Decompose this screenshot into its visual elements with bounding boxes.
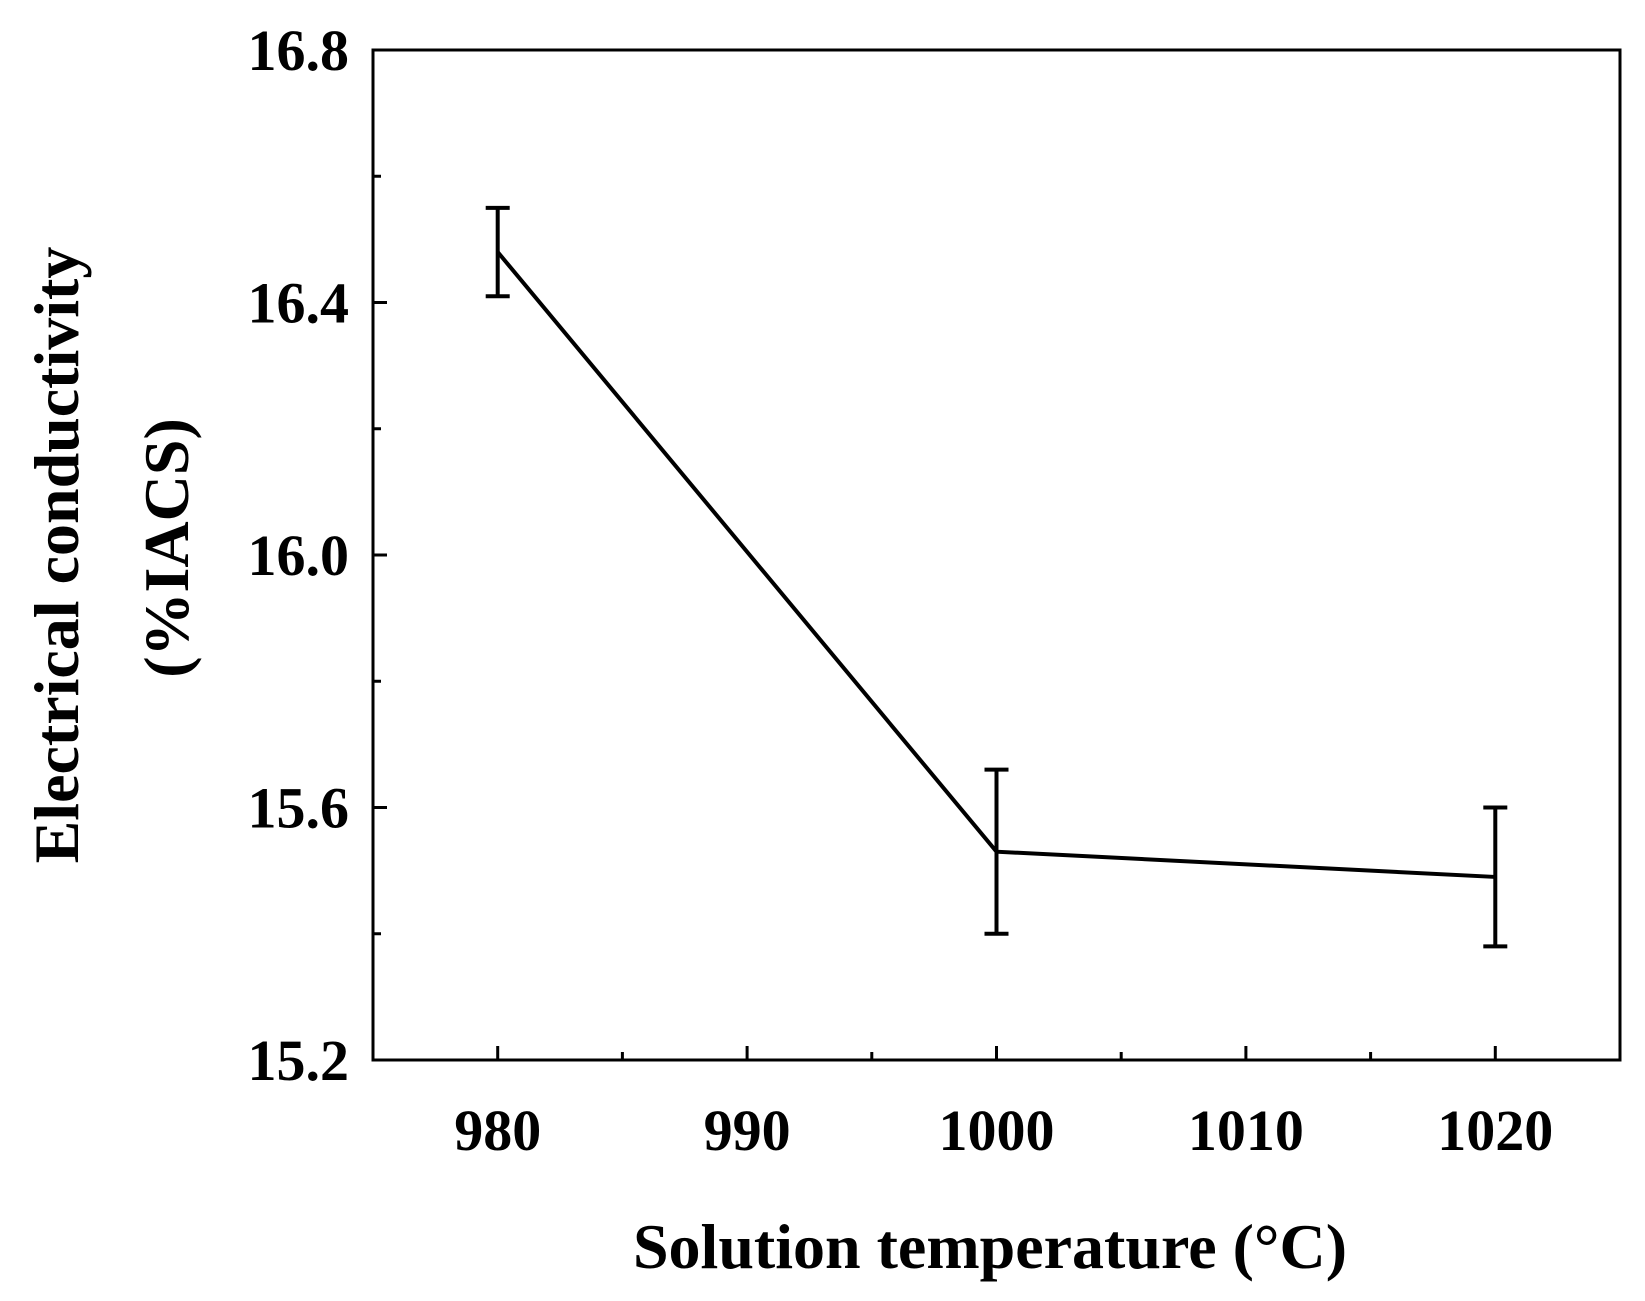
x-tick-label-1020: 1020 — [1437, 1098, 1553, 1163]
x-tick-label-1010: 1010 — [1188, 1098, 1304, 1163]
y-tick-label-16-4: 16.4 — [248, 271, 350, 336]
y-tick-label-15-2: 15.2 — [248, 1028, 350, 1093]
y-axis-title-line1: Electrical conductivity — [21, 247, 92, 864]
labels-layer: 980 990 1000 1010 1020 15.2 15.6 16.0 16.4 16.8 — [248, 18, 1554, 1163]
y-axis-title-line2: (%IACS) — [131, 418, 202, 678]
x-tick-label-990: 990 — [704, 1098, 791, 1163]
x-tick-label-980: 980 — [454, 1098, 541, 1163]
x-axis-title: Solution temperature (°C) — [633, 1211, 1347, 1282]
errorbars-layer — [486, 208, 1508, 947]
y-tick-label-16-8: 16.8 — [248, 18, 350, 83]
y-tick-label-15-6: 15.6 — [248, 776, 350, 841]
y-tick-label-16: 16.0 — [248, 523, 350, 588]
x-tick-label-1000: 1000 — [939, 1098, 1055, 1163]
ticks-layer — [373, 50, 1495, 1060]
